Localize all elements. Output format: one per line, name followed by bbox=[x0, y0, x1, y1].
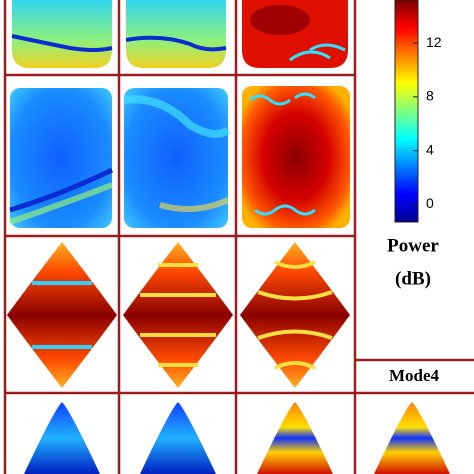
mode-label: Mode4 bbox=[389, 366, 440, 385]
colorbar-label: (dB) bbox=[395, 268, 431, 289]
colorbar-tick-label: 8 bbox=[426, 88, 434, 104]
colorbar-label: Power bbox=[387, 235, 439, 256]
row-4-panels bbox=[24, 402, 450, 474]
row-2-panels bbox=[9, 86, 350, 228]
colorbar-tick-label: 0 bbox=[426, 195, 434, 211]
frame bbox=[3, 0, 474, 474]
row-3-panels bbox=[7, 242, 350, 388]
colorbar-tick-label: 4 bbox=[426, 141, 434, 157]
colorbar-ramp bbox=[394, 0, 419, 223]
colorbar-tick-label: 12 bbox=[426, 34, 442, 50]
row-1-panels bbox=[11, 0, 348, 68]
colorbar: 0 4 8 12 bbox=[394, 0, 442, 223]
